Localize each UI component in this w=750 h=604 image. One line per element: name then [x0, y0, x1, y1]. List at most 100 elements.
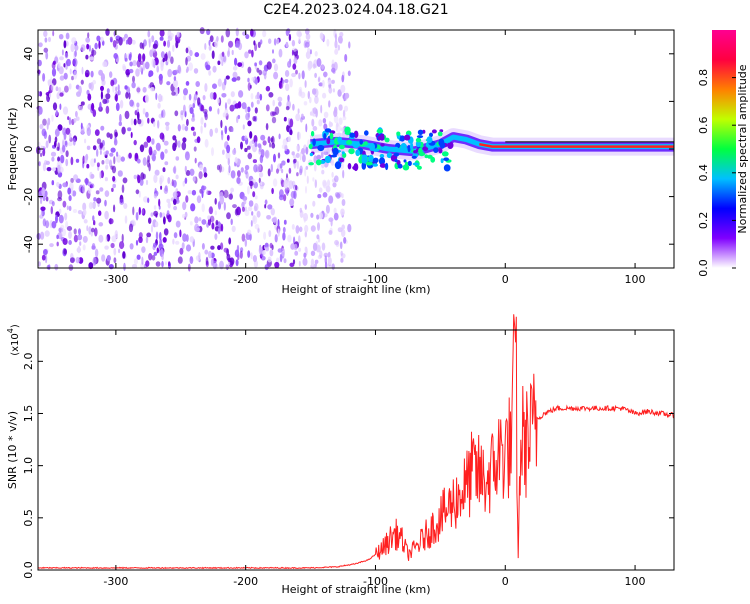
- noise-blob: [52, 30, 55, 37]
- noise-blob: [119, 198, 125, 205]
- noise-blob: [71, 186, 73, 196]
- noise-blob: [278, 133, 281, 140]
- signal-speckle: [309, 152, 314, 157]
- noise-blob: [339, 241, 343, 250]
- noise-blob: [96, 197, 102, 204]
- noise-blob: [252, 159, 257, 164]
- noise-blob: [244, 135, 248, 141]
- noise-blob: [309, 49, 312, 55]
- noise-blob: [285, 41, 289, 48]
- signal-speckle: [349, 132, 356, 138]
- noise-blob: [172, 44, 175, 53]
- noise-blob: [101, 254, 106, 262]
- noise-blob: [125, 39, 129, 45]
- noise-blob: [128, 92, 131, 100]
- noise-blob: [59, 92, 64, 97]
- noise-blob: [79, 241, 82, 246]
- y-tick-label: 40: [22, 47, 35, 61]
- noise-blob: [276, 38, 280, 45]
- noise-blob: [310, 212, 314, 218]
- noise-blob: [347, 70, 351, 77]
- noise-blob: [104, 177, 108, 182]
- noise-blob: [256, 91, 260, 100]
- noise-blob: [143, 39, 147, 47]
- noise-blob: [228, 193, 233, 200]
- noise-blob: [250, 220, 253, 227]
- noise-blob: [294, 250, 299, 256]
- noise-blob: [291, 39, 296, 47]
- colorbar-ticks: 0.0 0.2 0.4 0.6 0.8: [697, 69, 736, 277]
- noise-blob: [164, 161, 169, 166]
- noise-blob: [333, 207, 337, 214]
- noise-blob: [91, 49, 97, 56]
- noise-blob: [247, 120, 252, 127]
- noise-blob: [54, 263, 59, 271]
- noise-blob: [41, 187, 46, 196]
- noise-blob: [61, 49, 64, 56]
- noise-blob: [38, 106, 43, 115]
- noise-blob: [158, 93, 162, 103]
- noise-blob: [241, 233, 246, 242]
- noise-blob: [153, 193, 157, 199]
- noise-blob: [166, 39, 171, 48]
- noise-blob: [278, 80, 284, 89]
- noise-blob: [159, 132, 165, 140]
- noise-blob: [317, 222, 320, 231]
- noise-blob: [57, 156, 61, 162]
- noise-blob: [138, 206, 141, 216]
- noise-blob: [130, 118, 134, 126]
- noise-blob: [225, 264, 228, 270]
- noise-blob: [185, 47, 189, 54]
- noise-blob: [99, 142, 104, 149]
- noise-blob: [267, 256, 272, 263]
- noise-blob: [48, 36, 51, 43]
- noise-blob: [121, 233, 124, 243]
- noise-blob: [210, 245, 215, 250]
- signal-speckle: [353, 130, 359, 138]
- noise-blob: [116, 151, 119, 157]
- noise-blob: [158, 198, 161, 207]
- noise-blob: [45, 140, 49, 149]
- noise-blob: [198, 217, 202, 222]
- noise-blob: [56, 241, 59, 247]
- noise-blob: [333, 212, 339, 221]
- noise-blob: [283, 219, 287, 225]
- signal-speckle: [402, 164, 410, 171]
- noise-blob: [138, 232, 143, 239]
- noise-blob: [150, 86, 155, 92]
- noise-blob: [303, 212, 308, 222]
- noise-blob: [317, 77, 320, 83]
- signal-speckle: [446, 137, 451, 143]
- colorbar-label: Normalized spectral amplitude: [736, 64, 749, 233]
- noise-blob: [151, 254, 156, 261]
- x-tick-label: 100: [625, 273, 646, 286]
- noise-blob: [269, 142, 272, 148]
- noise-blob: [298, 86, 303, 94]
- noise-blob: [132, 39, 136, 45]
- noise-blob: [65, 220, 69, 229]
- noise-blob: [273, 71, 279, 80]
- signal-speckle: [372, 157, 379, 163]
- x-tick-label: 0: [502, 575, 509, 588]
- noise-blob: [305, 165, 309, 170]
- noise-blob: [266, 61, 272, 70]
- noise-blob: [204, 83, 208, 92]
- noise-blob: [63, 40, 67, 49]
- noise-blob: [113, 257, 117, 264]
- noise-blob: [209, 92, 214, 100]
- noise-blob: [316, 234, 320, 240]
- noise-blob: [60, 224, 65, 230]
- noise-blob: [68, 195, 72, 202]
- signal-speckle: [440, 158, 444, 164]
- noise-blob: [165, 261, 167, 266]
- noise-blob: [217, 108, 220, 115]
- noise-blob: [124, 215, 128, 224]
- noise-blob: [282, 226, 286, 233]
- noise-blob: [192, 176, 196, 182]
- noise-blob: [293, 57, 298, 65]
- noise-blob: [113, 53, 118, 59]
- noise-blob: [115, 38, 119, 44]
- noise-blob: [314, 95, 319, 104]
- noise-blob: [155, 92, 158, 101]
- signal-speckle: [361, 156, 368, 164]
